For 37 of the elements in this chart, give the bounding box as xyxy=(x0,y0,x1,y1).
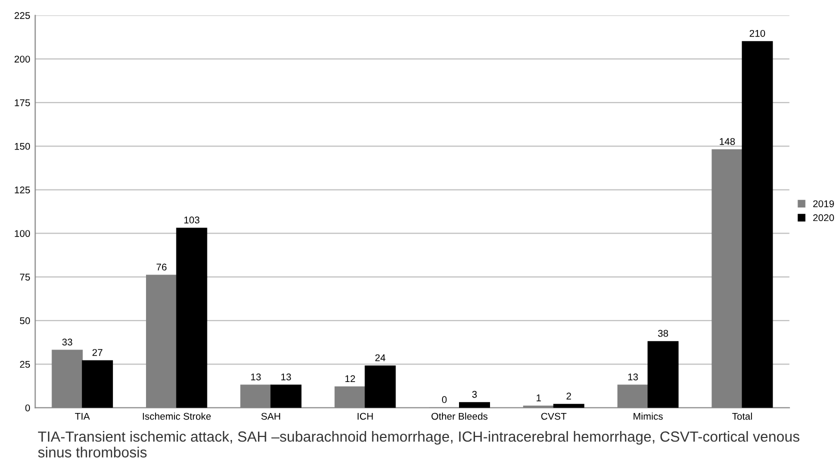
data-label: 27 xyxy=(92,349,102,356)
y-tick-label: 225 xyxy=(14,12,30,19)
data-label: 13 xyxy=(251,373,261,380)
data-label: 13 xyxy=(628,373,638,380)
data-label: 1 xyxy=(536,394,541,402)
x-tick-label: CVST xyxy=(541,412,566,420)
x-tick-label: Other Bleeds xyxy=(432,412,488,420)
data-label: 2 xyxy=(566,392,572,400)
data-label: 12 xyxy=(345,375,355,382)
y-tick-label: 125 xyxy=(14,186,30,194)
x-tick-label: Total xyxy=(732,412,752,420)
y-tick-label: 100 xyxy=(14,230,30,237)
x-tick-label: Ischemic Stroke xyxy=(142,412,211,420)
data-label: 76 xyxy=(156,264,167,271)
y-tick-label: 175 xyxy=(14,99,30,106)
data-label: 38 xyxy=(658,330,668,337)
legend-label: 2019 xyxy=(813,200,834,208)
data-label: 210 xyxy=(750,30,766,37)
y-tick-label: 0 xyxy=(25,404,30,412)
data-label: 24 xyxy=(375,354,386,362)
x-tick-label: SAH xyxy=(261,412,280,420)
data-label: 103 xyxy=(184,216,200,224)
legend-label: 2020 xyxy=(813,214,834,222)
x-tick-label: TIA xyxy=(74,412,90,420)
y-tick-label: 75 xyxy=(20,274,30,281)
data-label: 13 xyxy=(281,373,291,380)
x-tick-label: Mimics xyxy=(634,412,663,420)
text: TIA-Transient ischemic attack, SAH –subarachnoid hemorrhage, ICH-intracerebral hemorrhage, CSVT-cortical venous sinus thrombosis xyxy=(38,431,800,458)
data-label: 33 xyxy=(62,338,72,346)
data-label: 0 xyxy=(442,396,447,404)
data-label: 148 xyxy=(720,138,735,145)
x-tick-label: ICH xyxy=(358,412,373,420)
data-label: 3 xyxy=(472,390,477,398)
y-tick-label: 50 xyxy=(20,317,30,324)
y-tick-label: 150 xyxy=(14,142,30,150)
y-tick-label: 200 xyxy=(14,56,30,63)
y-tick-label: 25 xyxy=(20,360,30,368)
